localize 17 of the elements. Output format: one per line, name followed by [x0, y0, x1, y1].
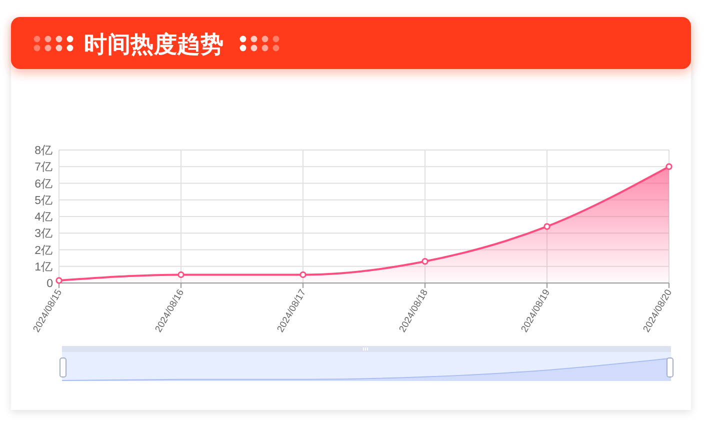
y-tick-label: 8亿 [34, 144, 53, 158]
point [544, 223, 550, 230]
point [300, 271, 306, 278]
chart-title: 时间热度趋势 [84, 31, 224, 57]
y-tick-label: 0 [46, 278, 53, 290]
y-tick-label: 3亿 [34, 227, 53, 240]
y-tick-label: 5亿 [34, 194, 53, 207]
y-tick-label: 6亿 [34, 177, 53, 190]
range-slider[interactable] [60, 346, 674, 382]
point [666, 163, 672, 170]
point [56, 277, 62, 284]
y-tick-label: 7亿 [34, 160, 53, 174]
y-tick-label: 1亿 [34, 260, 53, 274]
point [422, 258, 428, 265]
point [178, 271, 184, 278]
y-tick-label: 2亿 [34, 244, 53, 257]
y-tick-label: 4亿 [34, 210, 53, 224]
